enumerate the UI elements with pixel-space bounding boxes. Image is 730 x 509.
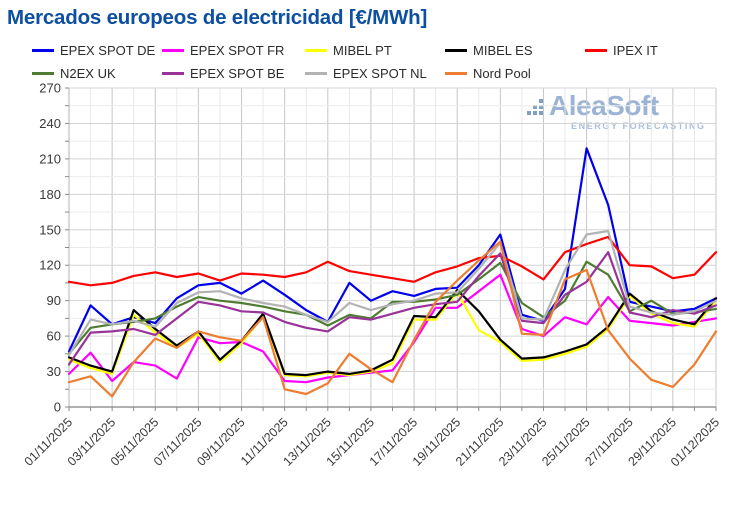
legend-swatch-n2ex-uk [32,72,54,75]
legend-swatch-ipex-it [585,49,607,52]
legend-label: N2EX UK [60,66,116,81]
series-line-epex-spot-fr [67,273,718,384]
legend-label: IPEX IT [613,43,658,58]
legend-label: MIBEL PT [333,43,392,58]
logo-dot [539,99,543,103]
legend-item-ipex-it: IPEX IT [585,43,658,58]
legend-swatch-nord-pool [445,72,467,75]
legend-item-epex-spot-nl: EPEX SPOT NL [305,66,445,81]
logo-dot [527,111,531,115]
y-axis-label: 270 [39,81,61,96]
legend-label: EPEX SPOT BE [190,66,285,81]
series-line-ipex-it [67,235,718,287]
legend-label: Nord Pool [473,66,531,81]
legend-swatch-epex-spot-be [162,72,184,75]
y-axis-label: 120 [39,258,61,273]
series-line-epex-spot-de [67,147,718,353]
legend-item-mibel-pt: MIBEL PT [305,43,445,58]
y-axis-label: 210 [39,151,61,166]
legend-swatch-mibel-es [445,49,467,52]
y-axis-label: 60 [47,329,61,344]
legend-item-epex-spot-be: EPEX SPOT BE [162,66,305,81]
y-axis-label: 0 [54,400,61,415]
legend-item-epex-spot-de: EPEX SPOT DE [32,43,162,58]
legend-item-epex-spot-fr: EPEX SPOT FR [162,43,305,58]
watermark-tagline: ENERGY FORECASTING [571,121,706,131]
y-axis-label: 30 [47,364,61,379]
y-axis-label: 90 [47,293,61,308]
series-line-epex-spot-be [67,251,718,366]
chart-legend: EPEX SPOT DE EPEX SPOT FR MIBEL PT MIBEL ES… [32,39,658,85]
aleasoft-logo-icon [527,97,545,115]
y-axis-label: 150 [39,222,61,237]
legend-label: EPEX SPOT FR [190,43,285,58]
legend-item-nord-pool: Nord Pool [445,66,585,81]
legend-item-mibel-es: MIBEL ES [445,43,585,58]
logo-dot [539,111,543,115]
series-line-n2ex-uk [67,260,718,355]
series-line-nord-pool [67,240,718,398]
legend-label: EPEX SPOT NL [333,66,427,81]
logo-dot [533,105,537,109]
legend-swatch-mibel-pt [305,49,327,52]
legend-swatch-epex-spot-nl [305,72,327,75]
legend-label: MIBEL ES [473,43,533,58]
y-axis-label: 240 [39,116,61,131]
series-line-epex-spot-nl [67,229,718,357]
legend-swatch-epex-spot-fr [162,49,184,52]
chart-title: Mercados europeos de electricidad [€/MWh… [7,6,428,29]
legend-swatch-epex-spot-de [32,49,54,52]
logo-dot [533,111,537,115]
legend-item-n2ex-uk: N2EX UK [32,66,162,81]
logo-dot [539,105,543,109]
y-axis-label: 180 [39,187,61,202]
legend-label: EPEX SPOT DE [60,43,156,58]
series-line-mibel-es [67,288,718,377]
